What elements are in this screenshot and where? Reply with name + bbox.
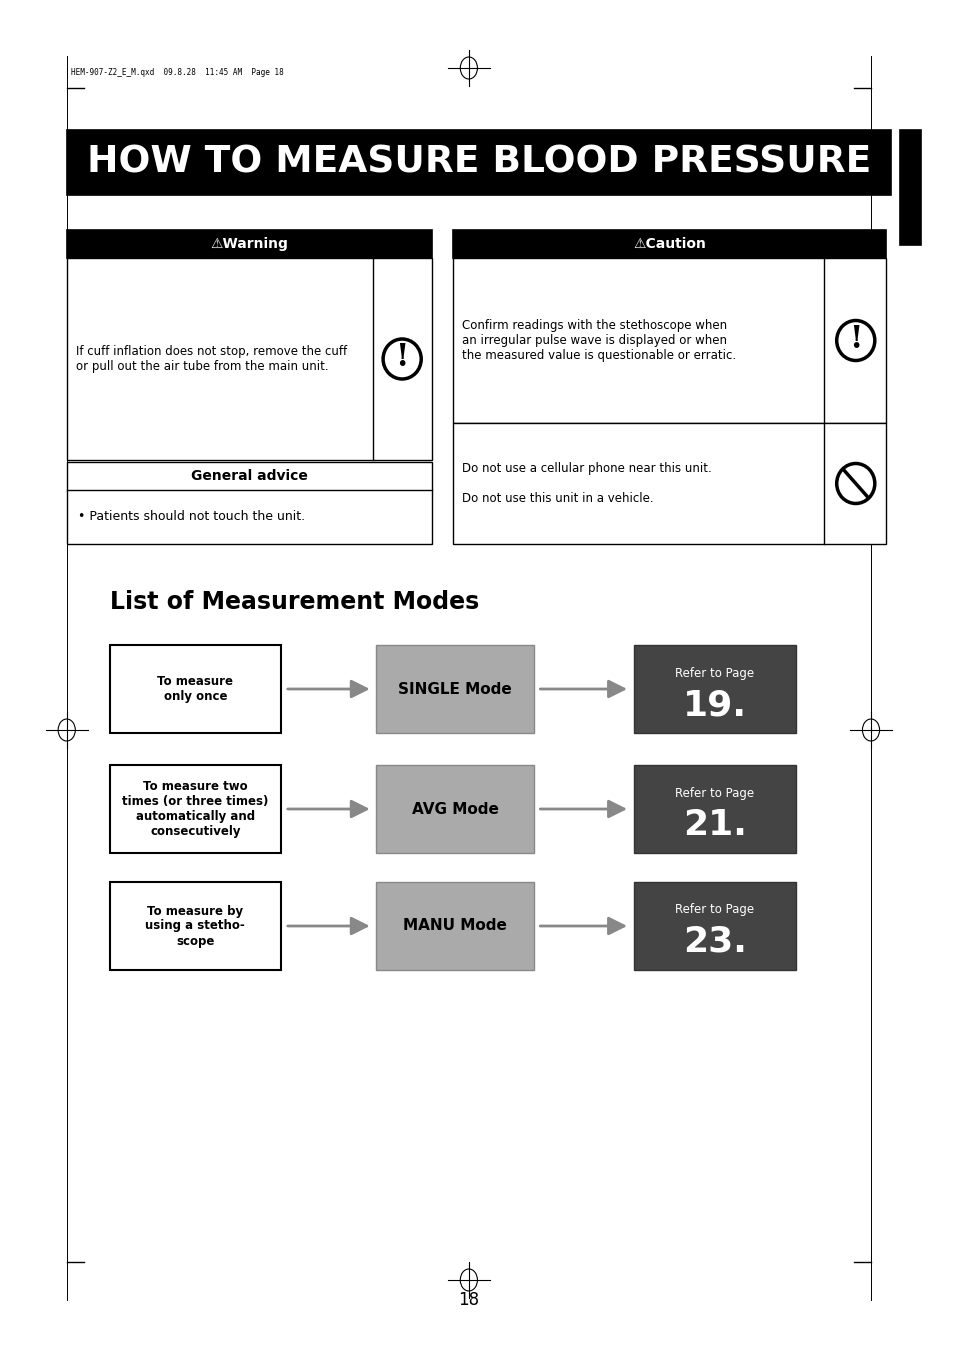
Text: ⚠Warning: ⚠Warning: [210, 236, 288, 251]
Text: 19.: 19.: [682, 688, 746, 721]
Bar: [376, 765, 533, 852]
Text: AVG Mode: AVG Mode: [411, 801, 498, 816]
Text: 21.: 21.: [682, 808, 746, 842]
Bar: [452, 423, 885, 544]
Text: MANU Mode: MANU Mode: [403, 919, 506, 934]
Text: Do not use a cellular phone near this unit.

Do not use this unit in a vehicle.: Do not use a cellular phone near this un…: [461, 462, 711, 505]
Bar: [376, 882, 533, 970]
Bar: [67, 230, 432, 258]
Text: To measure two
times (or three times)
automatically and
consecutively: To measure two times (or three times) au…: [122, 780, 269, 838]
Bar: [452, 230, 885, 258]
Text: !: !: [848, 324, 862, 355]
Text: SINGLE Mode: SINGLE Mode: [397, 681, 512, 697]
Text: Refer to Page: Refer to Page: [675, 666, 754, 680]
Bar: [633, 765, 795, 852]
Text: Refer to Page: Refer to Page: [675, 786, 754, 800]
Bar: [67, 258, 432, 459]
Text: If cuff inflation does not stop, remove the cuff
or pull out the air tube from t: If cuff inflation does not stop, remove …: [76, 345, 347, 373]
Bar: [110, 644, 281, 734]
Text: List of Measurement Modes: List of Measurement Modes: [110, 590, 478, 613]
Bar: [67, 462, 432, 544]
Bar: [110, 882, 281, 970]
Bar: [452, 258, 885, 423]
Text: Refer to Page: Refer to Page: [675, 904, 754, 916]
Text: • Patients should not touch the unit.: • Patients should not touch the unit.: [78, 511, 305, 523]
Text: General advice: General advice: [191, 469, 307, 484]
Text: HEM-907-Z2_E_M.qxd  09.8.28  11:45 AM  Page 18: HEM-907-Z2_E_M.qxd 09.8.28 11:45 AM Page…: [71, 68, 284, 77]
Text: HOW TO MEASURE BLOOD PRESSURE: HOW TO MEASURE BLOOD PRESSURE: [87, 145, 870, 181]
Text: Confirm readings with the stethoscope when
an irregular pulse wave is displayed : Confirm readings with the stethoscope wh…: [461, 319, 736, 362]
Text: 18: 18: [457, 1292, 479, 1309]
Bar: [67, 130, 890, 195]
Bar: [899, 130, 920, 245]
Bar: [633, 882, 795, 970]
Text: ⚠Caution: ⚠Caution: [633, 236, 705, 251]
Bar: [110, 765, 281, 852]
Text: 23.: 23.: [682, 925, 746, 959]
Text: !: !: [395, 343, 409, 373]
Text: To measure by
using a stetho-
scope: To measure by using a stetho- scope: [146, 905, 245, 947]
Bar: [376, 644, 533, 734]
Bar: [633, 644, 795, 734]
Text: To measure
only once: To measure only once: [157, 676, 233, 703]
